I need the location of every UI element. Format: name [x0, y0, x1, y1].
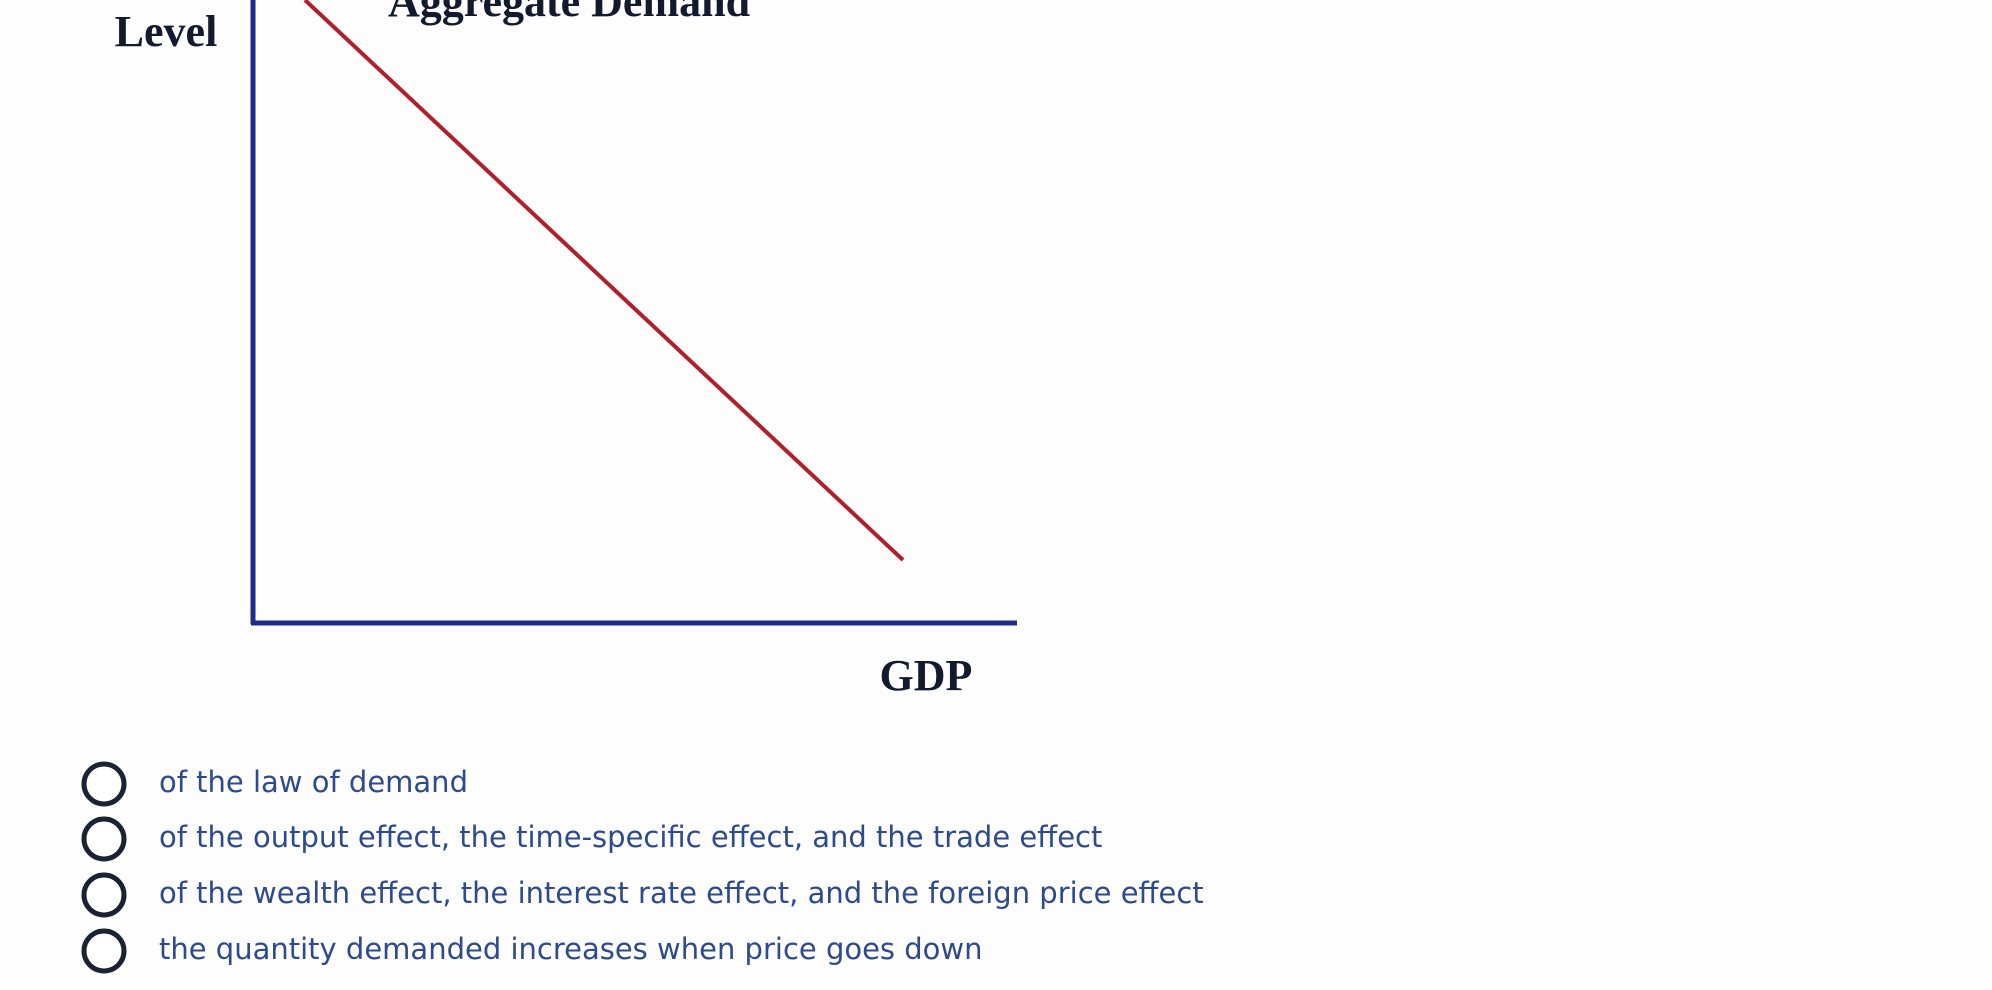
option[interactable]: of the output effect, the time-specific … — [81, 816, 1102, 862]
option-text[interactable]: the quantity demanded increases when pri… — [159, 932, 983, 966]
x-axis-label: GDP — [880, 651, 973, 700]
y-axis-label: Level — [115, 7, 218, 56]
figure: Level Aggregate Demand GDP — [115, 0, 1017, 700]
option-text[interactable]: of the output effect, the time-specific … — [159, 820, 1102, 854]
curve-label: Aggregate Demand — [388, 0, 750, 26]
options: of the law of demand of the output effec… — [81, 761, 1204, 974]
radio-button[interactable] — [81, 816, 127, 862]
option[interactable]: of the law of demand — [81, 761, 468, 807]
option[interactable]: the quantity demanded increases when pri… — [81, 928, 983, 974]
option[interactable]: of the wealth effect, the interest rate … — [81, 872, 1204, 918]
radio-button[interactable] — [81, 872, 127, 918]
option-text[interactable]: of the wealth effect, the interest rate … — [159, 876, 1204, 910]
radio-button[interactable] — [81, 761, 127, 807]
radio-button[interactable] — [81, 928, 127, 974]
option-text[interactable]: of the law of demand — [159, 765, 468, 799]
demand-curve — [303, 0, 905, 562]
